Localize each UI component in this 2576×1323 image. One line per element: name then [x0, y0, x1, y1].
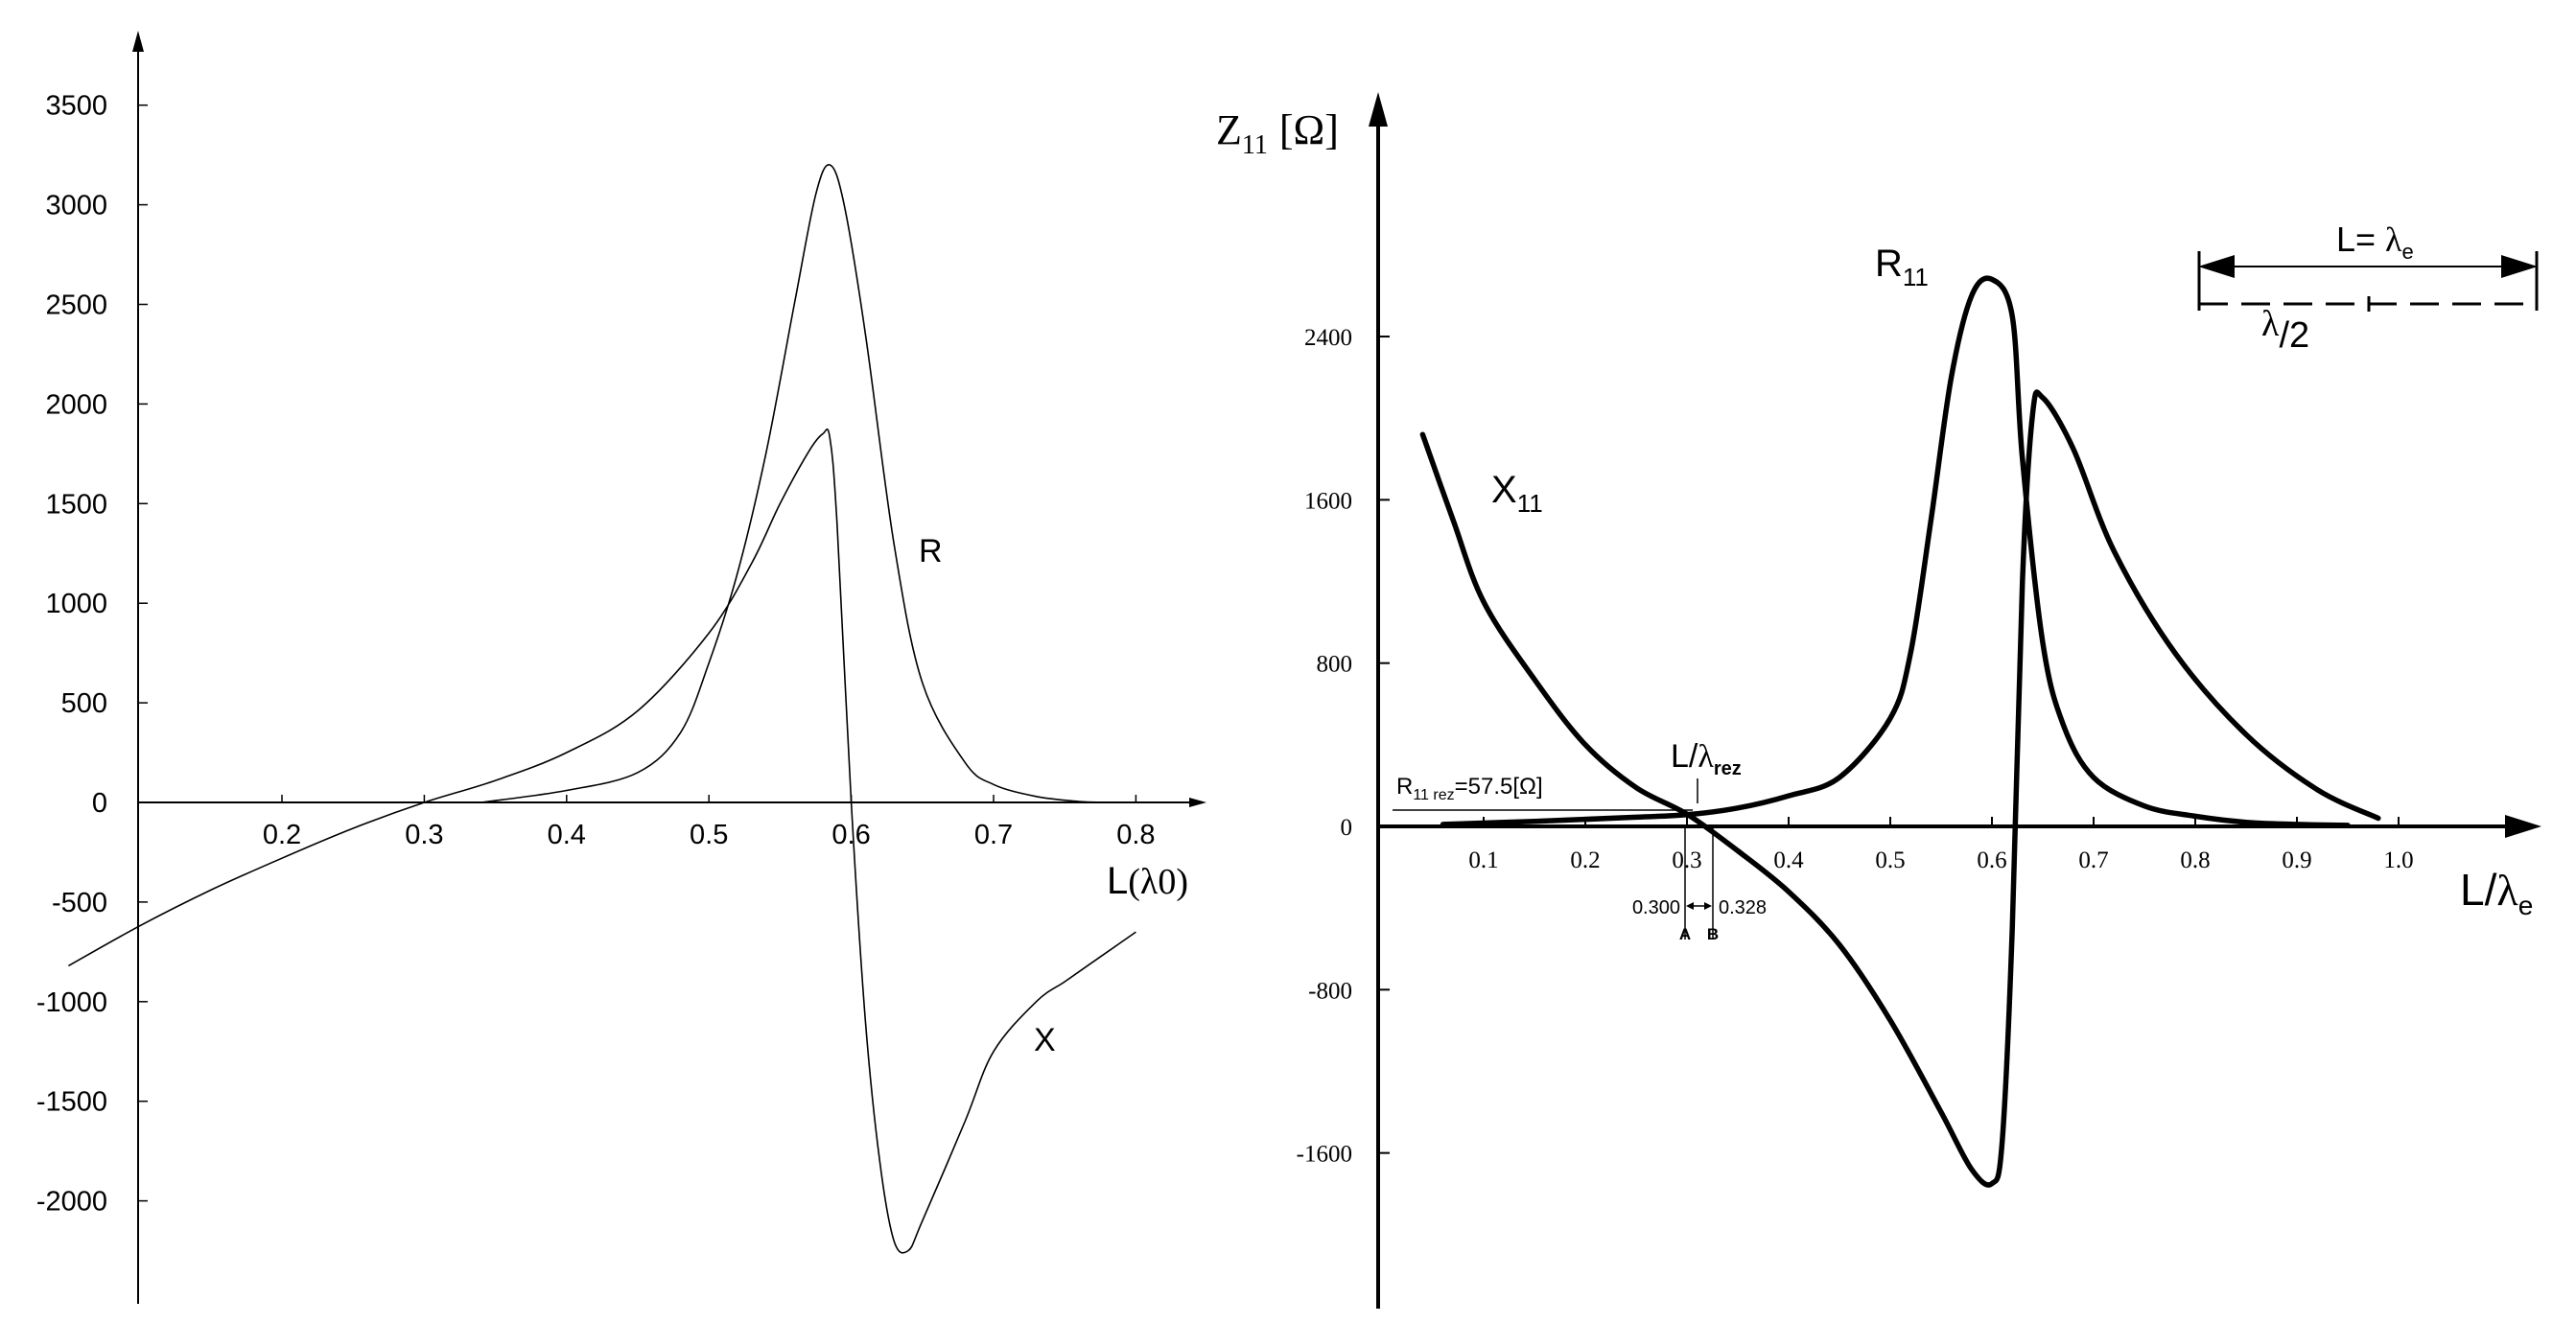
left-series-x-line — [68, 429, 1136, 1254]
left-y-tick-label: -1500 — [36, 1087, 107, 1118]
right-ticks: 0.1 0.2 0.3 0.4 0.5 0.6 0.7 0.8 0.9 1.0 2400 1600 80… — [1297, 325, 2414, 1168]
l-rez-text: L/λrez — [1671, 738, 1742, 779]
scale-bottom-label: λ/2 — [2261, 304, 2309, 356]
point-a-value: 0.300 — [1632, 897, 1680, 918]
right-y-arrowhead — [1369, 92, 1388, 127]
right-x-tick-label: 0.7 — [2078, 847, 2108, 873]
right-x-tick-label: 0.6 — [1977, 847, 2006, 873]
right-y-axis-unit: [Ω] — [1279, 106, 1339, 153]
r-rez-value: =57.5[Ω] — [1455, 774, 1543, 800]
left-x-tick-label: 0.2 — [263, 820, 301, 850]
r-rez-annotation: R11 rez=57.5[Ω] — [1393, 774, 1693, 811]
right-r11-label: R11 — [1875, 243, 1929, 291]
l-rez-pre: L/ — [1671, 738, 1698, 775]
left-x-tick-label: 0.6 — [831, 820, 870, 850]
scale-top-pre: L= — [2336, 220, 2385, 259]
left-y-tick-label: 3000 — [45, 191, 107, 221]
ab-arrow-right — [1704, 902, 1712, 910]
l-rez-annotation: L/λrez — [1671, 738, 1742, 803]
right-x-axis-title: L/λe — [2460, 865, 2533, 920]
left-y-tick-label: 1000 — [45, 589, 107, 619]
left-y-tick-label: -2000 — [36, 1187, 107, 1218]
right-r11-sub: 11 — [1903, 263, 1929, 291]
right-x11-sub: 11 — [1517, 489, 1543, 518]
right-y-axis-sub: 11 — [1242, 130, 1268, 160]
left-x-axis-unit: (λ0) — [1128, 862, 1188, 902]
left-x-tick-label: 0.8 — [1116, 820, 1155, 850]
l-rez-sub: rez — [1714, 758, 1742, 779]
right-y-tick-label: 2400 — [1304, 325, 1352, 351]
left-x-tick-label: 0.5 — [690, 820, 728, 850]
left-y-tick-label: 3500 — [45, 91, 107, 122]
right-x-axis-pre: L/ — [2460, 865, 2497, 915]
right-x-tick-label: 1.0 — [2383, 847, 2413, 873]
scale-bottom-post: /2 — [2279, 315, 2309, 356]
scale-top-label: L= λe — [2336, 220, 2414, 264]
left-ticks: 0.2 0.3 0.4 0.5 0.6 0.7 0.8 3500 3000 2500 2000 150… — [36, 91, 1156, 1218]
right-x-tick-label: 0.5 — [1875, 847, 1905, 873]
right-x-tick-label: 0.4 — [1773, 847, 1804, 873]
right-x11-symbol: X — [1491, 469, 1517, 511]
left-y-tick-label: -1000 — [36, 987, 107, 1018]
point-b-label: B — [1707, 925, 1719, 943]
right-series — [1419, 275, 2381, 1188]
left-y-arrowhead — [132, 31, 144, 52]
left-y-tick-label: 500 — [61, 688, 107, 719]
right-x-tick-label: 0.2 — [1570, 847, 1600, 873]
left-x-axis-title: L(λ0) — [1107, 860, 1188, 902]
ab-arrow-left — [1686, 902, 1694, 910]
ab-markers: 0.300 0.328 A B — [1632, 826, 1767, 943]
scale-top-sub: e — [2402, 240, 2414, 264]
right-x-tick-label: 0.3 — [1672, 847, 1701, 873]
scale-arrow-right — [2501, 255, 2538, 278]
left-x-label: X — [1034, 1022, 1056, 1058]
right-x-arrowhead — [2505, 815, 2541, 838]
right-y-tick-label: 1600 — [1304, 488, 1352, 514]
left-axes — [132, 31, 1206, 1304]
right-chart: 0.1 0.2 0.3 0.4 0.5 0.6 0.7 0.8 0.9 1.0 2400 1600 80… — [1216, 92, 2541, 1309]
left-x-tick-label: 0.3 — [405, 820, 443, 850]
point-a-label: A — [1679, 925, 1691, 943]
right-r11-symbol: R — [1875, 243, 1903, 285]
scale-top-lambda: λ — [2385, 220, 2402, 259]
point-b-value: 0.328 — [1719, 897, 1767, 918]
r-rez-sub: 11 rez — [1413, 787, 1454, 803]
right-x-axis-lambda: λ — [2496, 866, 2518, 915]
r-rez-main: R — [1396, 774, 1413, 800]
left-x-tick-label: 0.7 — [974, 820, 1013, 850]
right-y-axis-title: Z11 [Ω] — [1216, 106, 1339, 160]
right-y-tick-label: 0 — [1341, 815, 1353, 841]
left-y-tick-label: 0 — [92, 788, 107, 819]
left-x-tick-label: 0.4 — [548, 820, 586, 850]
right-y-tick-label: 800 — [1317, 652, 1353, 678]
right-y-tick-label: -800 — [1308, 978, 1352, 1004]
l-rez-lambda: λ — [1698, 739, 1714, 775]
right-axes — [1369, 92, 2541, 1309]
left-y-tick-label: 1500 — [45, 489, 107, 520]
scale-legend: L= λe λ/2 — [2197, 220, 2539, 356]
scale-bottom-lambda: λ — [2261, 304, 2280, 344]
left-y-tick-label: 2500 — [45, 290, 107, 321]
right-y-axis-symbol: Z — [1216, 106, 1242, 153]
right-x-tick-label: 0.8 — [2180, 847, 2210, 873]
right-series-r11-line — [1440, 275, 2351, 828]
r-rez-text: R11 rez=57.5[Ω] — [1396, 774, 1543, 803]
left-chart: 0.2 0.3 0.4 0.5 0.6 0.7 0.8 3500 3000 2500 2000 150… — [36, 31, 1206, 1304]
left-r-label: R — [919, 533, 943, 569]
right-x-axis-sub: e — [2518, 891, 2534, 920]
left-x-axis-name: L — [1107, 860, 1128, 902]
right-y-tick-label: -1600 — [1297, 1142, 1352, 1168]
right-x-tick-label: 0.1 — [1468, 847, 1498, 873]
right-series-x11-line — [1419, 389, 2381, 1188]
right-x11-label: X11 — [1491, 469, 1543, 518]
right-x-tick-label: 0.9 — [2282, 847, 2311, 873]
left-x-arrowhead — [1189, 798, 1206, 807]
left-series-r-line — [480, 164, 1108, 803]
left-series — [68, 164, 1136, 1254]
scale-arrow-left — [2198, 255, 2235, 278]
left-y-tick-label: -500 — [52, 888, 107, 918]
left-y-tick-label: 2000 — [45, 389, 107, 420]
